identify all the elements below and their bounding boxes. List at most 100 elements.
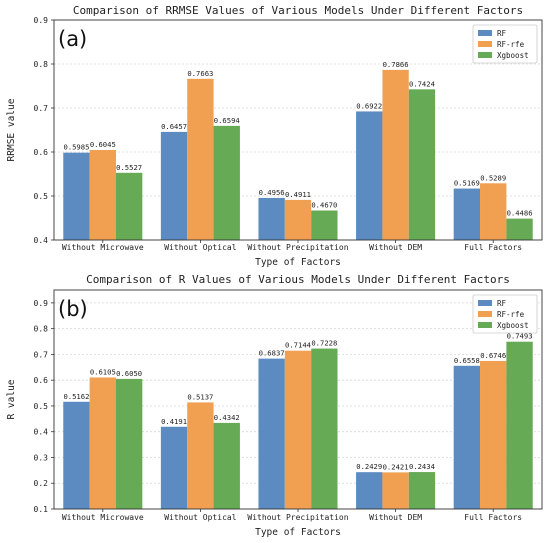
bar-xgboost bbox=[115, 172, 143, 240]
legend-swatch-rf-rfe bbox=[478, 311, 492, 317]
bar-value-label: 0.5289 bbox=[480, 173, 506, 182]
bar-rf-rfe bbox=[480, 183, 507, 240]
plot-frame bbox=[53, 19, 543, 241]
bar-rf-rfe bbox=[187, 78, 214, 240]
bar-xgboost bbox=[506, 341, 533, 509]
legend-label: Xgboost bbox=[497, 321, 529, 330]
y-tick-label: 0.7 bbox=[34, 104, 49, 113]
bar-xgboost bbox=[213, 422, 240, 509]
y-tick-label: 0.8 bbox=[34, 325, 49, 334]
y-tick-label: 0.6 bbox=[34, 376, 49, 385]
bar-value-label: 0.4670 bbox=[311, 201, 337, 210]
x-tick-label: Without DEM bbox=[369, 513, 422, 522]
bar-value-label: 0.5527 bbox=[116, 163, 142, 172]
y-tick-label: 0.4 bbox=[34, 236, 49, 245]
bar-rf bbox=[160, 426, 188, 509]
bar-rf-rfe bbox=[284, 199, 312, 240]
bar-value-label: 0.6457 bbox=[161, 122, 187, 131]
legend: RF RF-rfe Xgboost bbox=[472, 294, 538, 334]
bar-xgboost bbox=[408, 89, 436, 241]
chart-title: Comparison of RRMSE Values of Various Mo… bbox=[73, 4, 523, 17]
bar-rf bbox=[160, 131, 188, 240]
legend-label: Xgboost bbox=[497, 51, 529, 60]
x-tick-label: Full Factors bbox=[464, 243, 522, 252]
legend-swatch-rf bbox=[478, 30, 492, 36]
bar-xgboost bbox=[506, 218, 533, 240]
bar-xgboost bbox=[115, 378, 143, 509]
bar-rf bbox=[356, 111, 383, 240]
bar-value-label: 0.6594 bbox=[214, 116, 240, 125]
legend-swatch-xgboost bbox=[478, 322, 492, 328]
legend-swatch-rf-rfe bbox=[478, 41, 492, 47]
bar-rf bbox=[63, 401, 90, 509]
bar-value-label: 0.6558 bbox=[454, 356, 480, 365]
chart-title: Comparison of R Values of Various Models… bbox=[86, 273, 510, 286]
y-tick-label: 0.3 bbox=[34, 453, 49, 462]
y-axis-label: RRMSE value bbox=[6, 98, 17, 161]
y-tick-label: 0.2 bbox=[34, 479, 49, 488]
bar-rf bbox=[356, 472, 383, 509]
bar-rf-rfe bbox=[480, 360, 507, 509]
bar-value-label: 0.4956 bbox=[259, 188, 285, 197]
bar-value-label: 0.4486 bbox=[507, 209, 533, 218]
bar-value-label: 0.6050 bbox=[116, 369, 142, 378]
chart-panel-1: Comparison of R Values of Various Models… bbox=[6, 273, 543, 538]
bar-rf bbox=[63, 152, 90, 240]
bar-xgboost bbox=[408, 472, 436, 509]
x-tick-label: Without Microwave bbox=[62, 243, 144, 252]
bar-value-label: 0.7866 bbox=[383, 60, 409, 69]
x-tick-label: Without DEM bbox=[369, 243, 422, 252]
y-tick-label: 0.9 bbox=[34, 299, 49, 308]
bar-value-label: 0.7493 bbox=[507, 332, 533, 341]
bar-value-label: 0.6746 bbox=[480, 351, 506, 360]
bar-rf-rfe bbox=[187, 402, 214, 509]
bar-rf-rfe bbox=[284, 350, 312, 509]
bar-rf-rfe bbox=[382, 472, 409, 509]
bar-value-label: 0.4911 bbox=[285, 190, 311, 199]
panel-label: (b) bbox=[58, 297, 88, 321]
legend-label: RF bbox=[497, 299, 507, 308]
legend: RF RF-rfe Xgboost bbox=[472, 24, 538, 64]
bar-value-label: 0.6045 bbox=[90, 140, 116, 149]
y-tick-label: 0.5 bbox=[34, 192, 49, 201]
legend-swatch-xgboost bbox=[478, 52, 492, 58]
y-tick-label: 0.5 bbox=[34, 402, 49, 411]
bar-value-label: 0.2421 bbox=[383, 462, 409, 471]
bar-xgboost bbox=[311, 348, 338, 509]
y-tick-label: 0.9 bbox=[34, 16, 49, 25]
y-tick-label: 0.4 bbox=[34, 428, 49, 437]
bar-rf bbox=[258, 197, 285, 240]
legend-label: RF bbox=[497, 29, 507, 38]
bar-value-label: 0.7424 bbox=[409, 79, 435, 88]
y-axis-label: R value bbox=[6, 379, 17, 419]
bar-value-label: 0.7228 bbox=[311, 339, 337, 348]
plot-frame bbox=[53, 289, 543, 510]
y-tick-label: 0.6 bbox=[34, 148, 49, 157]
bar-rf-rfe bbox=[89, 377, 116, 509]
y-tick-label: 0.1 bbox=[34, 505, 49, 514]
x-tick-label: Without Precipitation bbox=[247, 243, 348, 252]
bar-rf-rfe bbox=[382, 69, 409, 241]
bar-rf bbox=[258, 358, 285, 509]
legend-label: RF-rfe bbox=[497, 40, 525, 49]
bar-value-label: 0.5985 bbox=[63, 143, 89, 152]
x-tick-label: Full Factors bbox=[464, 513, 522, 522]
x-tick-label: Without Optical bbox=[164, 243, 236, 252]
x-tick-label: Without Precipitation bbox=[247, 513, 348, 522]
bar-value-label: 0.6837 bbox=[259, 349, 285, 358]
bar-value-label: 0.2434 bbox=[409, 462, 435, 471]
bar-xgboost bbox=[311, 210, 338, 240]
bar-rf bbox=[453, 365, 481, 509]
bar-value-label: 0.4191 bbox=[161, 417, 187, 426]
y-tick-label: 0.7 bbox=[34, 350, 49, 359]
x-axis-label: Type of Factors bbox=[255, 527, 341, 538]
bar-value-label: 0.5137 bbox=[187, 392, 213, 401]
y-tick-label: 0.8 bbox=[34, 60, 49, 69]
legend-label: RF-rfe bbox=[497, 310, 525, 319]
x-tick-label: Without Microwave bbox=[62, 513, 144, 522]
chart-panel-0: Comparison of RRMSE Values of Various Mo… bbox=[6, 4, 543, 268]
panel-label: (a) bbox=[58, 27, 87, 51]
bar-xgboost bbox=[213, 125, 240, 240]
bar-value-label: 0.6922 bbox=[356, 101, 382, 110]
